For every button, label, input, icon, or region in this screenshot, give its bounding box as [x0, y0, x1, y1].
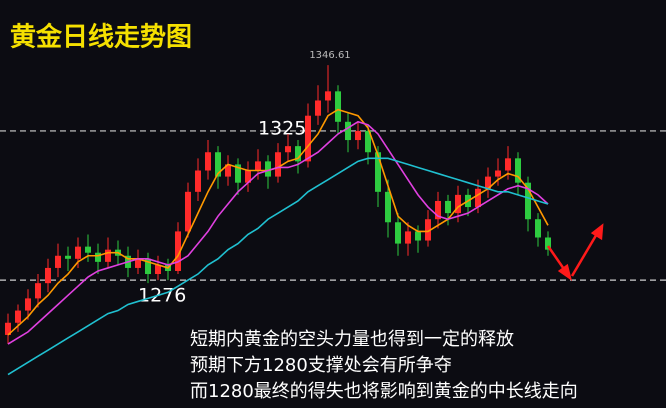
candle-body — [315, 100, 321, 116]
candle-body — [235, 164, 241, 183]
candle-body — [215, 152, 221, 177]
candle-body — [265, 161, 271, 177]
arrowhead — [590, 223, 604, 241]
candle-body — [5, 322, 11, 335]
candle-body — [55, 255, 61, 268]
candle-body — [225, 164, 231, 177]
candle-body — [485, 176, 491, 189]
candle-body — [45, 267, 51, 284]
candle-body — [355, 130, 361, 141]
candle-body — [75, 246, 81, 259]
candle-body — [195, 170, 201, 192]
candle-body — [305, 115, 311, 162]
candle-body — [185, 191, 191, 232]
peak-label: 1346.61 — [309, 50, 350, 61]
candle-body — [435, 200, 441, 220]
candle-body — [65, 255, 71, 259]
arrow-up — [570, 231, 600, 277]
level-label: 1276 — [138, 285, 186, 307]
candle-body — [535, 219, 541, 238]
candle-body — [145, 258, 151, 275]
arrowhead — [557, 263, 573, 281]
candle-body — [325, 91, 331, 101]
chart-title: 黄金日线走势图 — [10, 22, 192, 53]
candle-body — [495, 170, 501, 177]
candle-body — [35, 283, 41, 299]
candle-body — [545, 237, 551, 250]
moving-average — [7, 157, 549, 376]
moving-average — [7, 120, 549, 345]
note-line: 短期内黄金的空头力量也得到一定的释放 — [190, 329, 514, 350]
candle-body — [395, 222, 401, 244]
candle-body — [205, 152, 211, 171]
candle-body — [25, 298, 31, 311]
candle-body — [365, 130, 371, 153]
candle-body — [345, 121, 351, 141]
candle-body — [155, 264, 161, 275]
candle-body — [85, 246, 91, 253]
candle-body — [295, 146, 301, 162]
candle-body — [105, 249, 111, 262]
forecast-arrows — [546, 223, 604, 281]
candle-body — [445, 200, 451, 214]
candle-body — [455, 194, 461, 214]
note-line: 预期下方1280支撑处会有所争夺 — [190, 355, 452, 376]
candle-body — [15, 310, 21, 323]
candle-body — [95, 252, 101, 262]
candle-body — [405, 231, 411, 244]
candle-body — [425, 219, 431, 241]
candle-body — [475, 188, 481, 208]
candle-body — [255, 161, 261, 171]
candle-body — [415, 231, 421, 241]
candle-body — [385, 191, 391, 223]
candle-body — [245, 170, 251, 183]
candle-body — [135, 258, 141, 268]
candle-body — [525, 182, 531, 220]
candle-body — [515, 158, 521, 183]
candle-body — [175, 231, 181, 271]
candle-body — [505, 158, 511, 171]
level-label: 1325 — [258, 117, 306, 139]
candle-body — [375, 152, 381, 192]
note-line: 而1280最终的得失也将影响到黄金的中长线走向 — [190, 381, 578, 402]
plot: 1325 1276 — [0, 65, 666, 376]
candle-body — [275, 152, 281, 177]
candle-body — [285, 146, 291, 153]
candle-body — [335, 91, 341, 122]
